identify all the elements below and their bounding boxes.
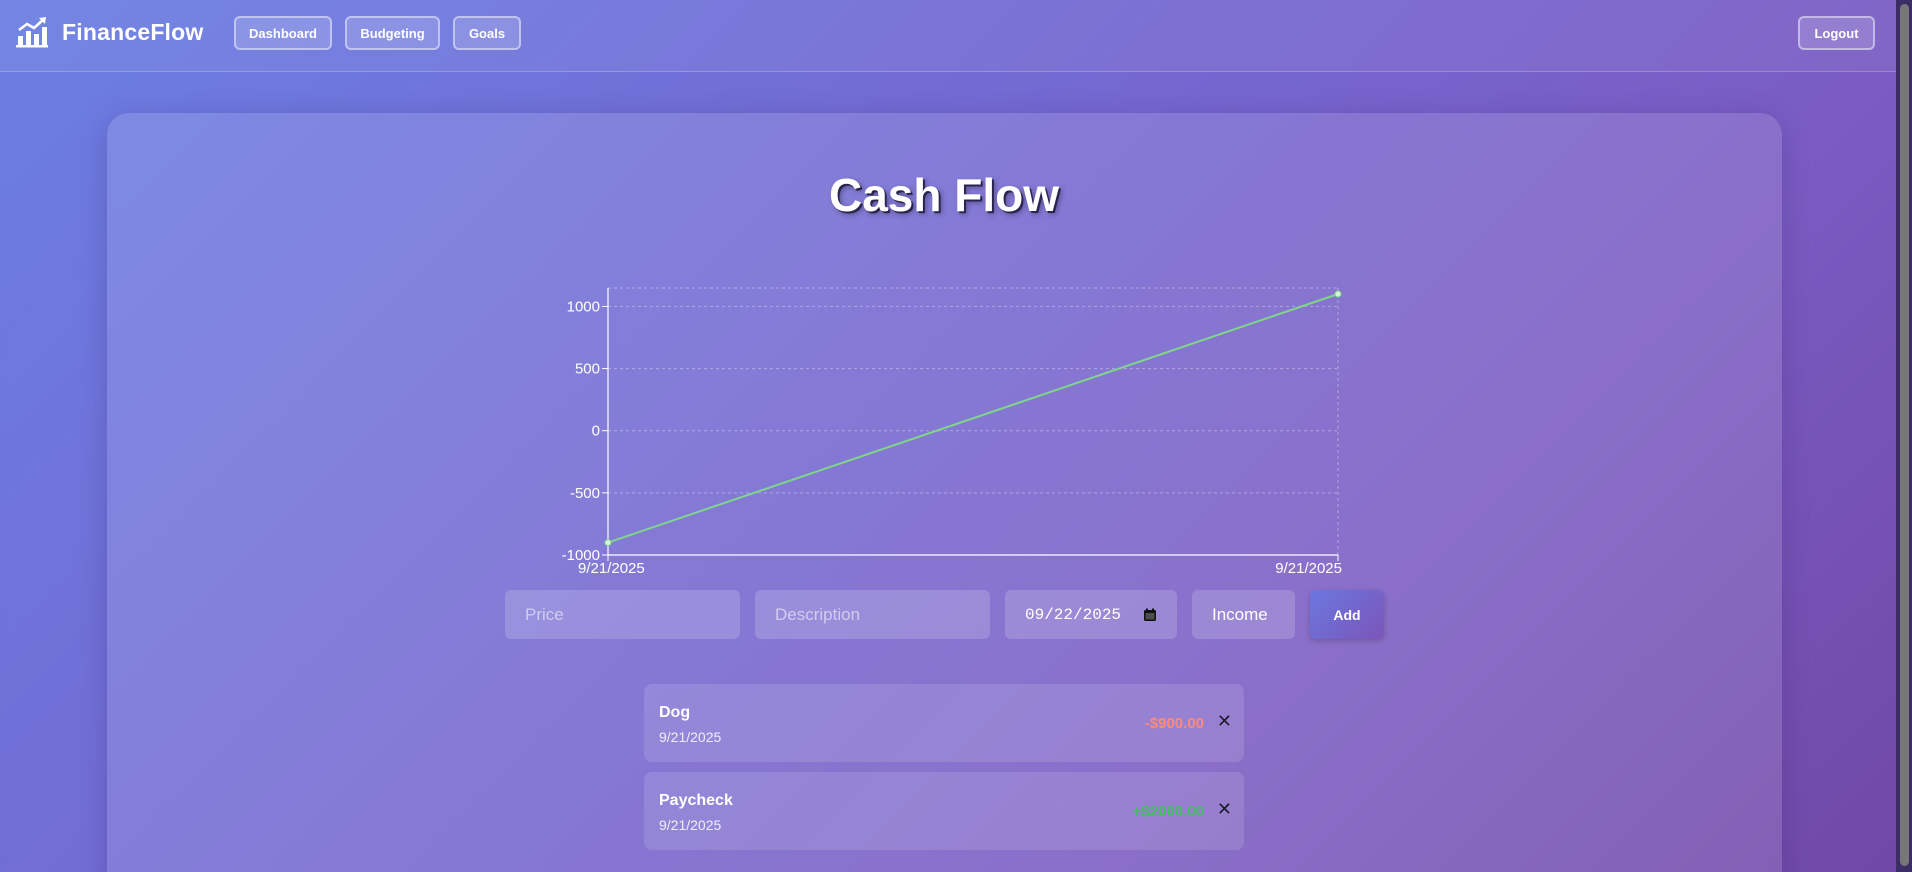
transaction-name: Paycheck	[659, 792, 733, 809]
transaction-date: 9/21/2025	[659, 817, 722, 833]
y-tick-label: 1000	[567, 298, 600, 315]
description-input[interactable]	[755, 590, 990, 639]
chart-series	[604, 290, 1342, 547]
logout-button[interactable]: Logout	[1798, 16, 1875, 50]
x-tick-label: 9/21/2025	[578, 560, 645, 577]
date-input[interactable]: 09/22/2025	[1005, 590, 1177, 639]
scrollbar[interactable]	[1896, 0, 1912, 872]
transaction-date: 9/21/2025	[659, 729, 722, 745]
series-line	[607, 293, 1339, 544]
main-card	[107, 113, 1782, 872]
nav-goals-button[interactable]: Goals	[453, 16, 521, 50]
transaction-name: Dog	[659, 704, 691, 721]
y-tick-label: -500	[570, 485, 600, 502]
data-point	[1334, 290, 1342, 298]
nav-budgeting-button[interactable]: Budgeting	[345, 16, 440, 50]
type-select-value: Income	[1212, 604, 1268, 624]
x-axis-ticks: 9/21/2025 9/21/2025	[578, 555, 1342, 577]
transaction-item: Dog 9/21/2025 -$900.00 ✕	[644, 684, 1244, 762]
date-value: 09/22/2025	[1025, 605, 1122, 624]
y-tick-label: 0	[592, 423, 600, 440]
transaction-item: Paycheck 9/21/2025 +$2000.00 ✕	[644, 772, 1244, 850]
y-tick-label: -1000	[562, 547, 600, 564]
nav-dashboard-button[interactable]: Dashboard	[234, 16, 332, 50]
x-tick-label: 9/21/2025	[1275, 560, 1342, 577]
calendar-icon[interactable]	[1143, 608, 1157, 622]
y-tick-label: 500	[575, 361, 600, 378]
chart-grid	[608, 287, 1339, 555]
brand-name: FinanceFlow	[62, 18, 204, 45]
add-button[interactable]: Add	[1310, 590, 1384, 639]
close-icon[interactable]: ✕	[1216, 711, 1232, 731]
transaction-amount: +$2000.00	[1132, 803, 1204, 820]
cash-flow-chart: 1000 500 0 -500 -1000 9/21/2025 9/21/2025	[562, 287, 1342, 577]
transaction-amount: -$900.00	[1144, 715, 1204, 732]
data-point	[604, 539, 612, 547]
brand[interactable]: FinanceFlow	[16, 16, 204, 48]
y-axis-ticks: 1000 500 0 -500 -1000	[562, 298, 608, 564]
nav-links: Dashboard Budgeting Goals	[234, 16, 521, 50]
scrollbar-thumb[interactable]	[1900, 4, 1909, 866]
chart-axes	[607, 288, 1338, 556]
price-input[interactable]	[505, 590, 740, 639]
navbar: FinanceFlow Dashboard Budgeting Goals Lo…	[0, 0, 1896, 72]
chart-growth-icon	[16, 17, 48, 48]
close-icon[interactable]: ✕	[1216, 799, 1232, 819]
page-title: Cash Flow	[828, 169, 1060, 221]
type-select[interactable]: Income	[1192, 590, 1295, 639]
